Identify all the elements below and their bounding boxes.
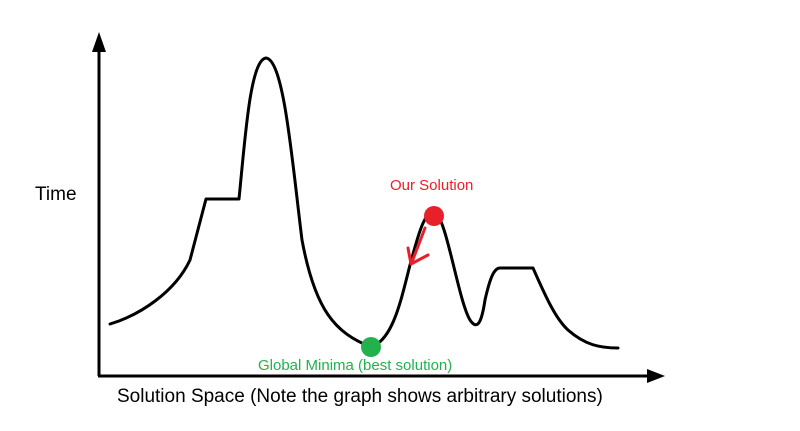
descent-arrow-head (406, 246, 430, 266)
global-minima-marker (361, 337, 381, 357)
x-axis-arrowhead (647, 369, 665, 383)
global-minima-label: Global Minima (best solution) (258, 357, 453, 374)
our-solution-label: Our Solution (390, 177, 474, 194)
x-axis-label: Solution Space (Note the graph shows arb… (117, 386, 603, 407)
our-solution-marker (424, 206, 444, 226)
time-curve (108, 56, 620, 350)
descent-arrow (410, 226, 427, 264)
y-axis-arrowhead (92, 32, 106, 52)
y-axis-label: Time (35, 184, 77, 205)
